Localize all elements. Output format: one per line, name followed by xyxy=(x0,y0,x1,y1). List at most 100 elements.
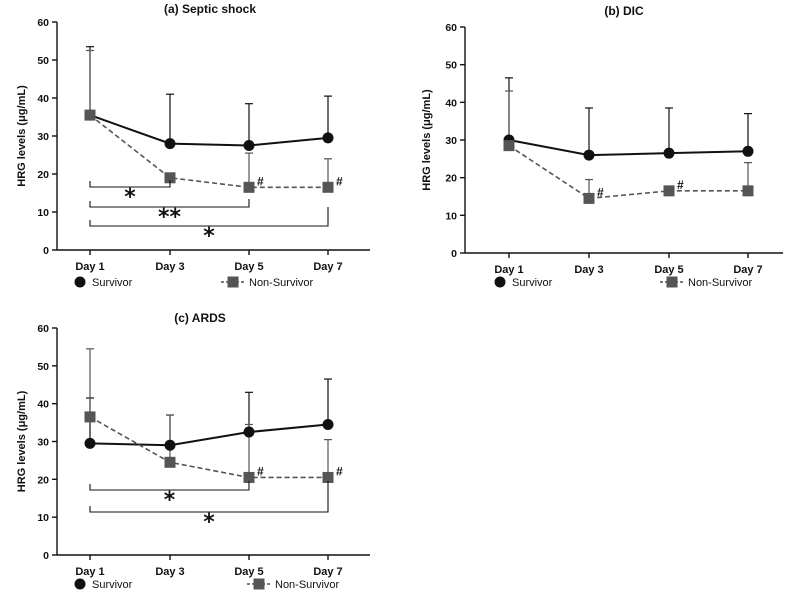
significance-hash: # xyxy=(597,185,604,199)
survivor-point xyxy=(322,418,334,430)
y-tick-label: 60 xyxy=(445,22,457,34)
x-tick-label: Day 5 xyxy=(234,566,263,578)
y-tick-label: 50 xyxy=(37,55,49,67)
significance-bracket xyxy=(89,199,250,208)
survivor-point xyxy=(243,140,255,151)
non-survivor-point xyxy=(164,172,176,184)
significance-label: * xyxy=(203,510,215,535)
survivor-point xyxy=(663,147,675,159)
x-tick-label: Day 7 xyxy=(313,261,342,273)
chart-title: (c) ARDS xyxy=(174,311,226,325)
non-survivor-point xyxy=(243,181,255,193)
legend-survivor-marker xyxy=(494,276,506,288)
y-tick-label: 30 xyxy=(37,437,49,449)
non-survivor-point xyxy=(663,185,675,197)
x-tick-label: Day 3 xyxy=(155,261,184,273)
survivor-point xyxy=(742,145,754,157)
y-tick-label: 0 xyxy=(43,245,49,257)
non-survivor-point xyxy=(243,471,255,483)
chart-panel-a: (a) Septic shock HRG levels (μg/mL) 0 10 20 3… xyxy=(16,2,370,289)
axes xyxy=(52,327,370,560)
significance-bracket xyxy=(89,180,171,188)
legend-non-survivor-label: Non-Survivor xyxy=(275,579,340,591)
significance-label: * xyxy=(164,488,176,513)
y-tick-label: 40 xyxy=(445,97,457,109)
significance-hash: # xyxy=(677,178,684,192)
legend-survivor-marker xyxy=(74,578,86,590)
x-tick-label: Day 1 xyxy=(75,566,104,578)
non-survivor-line xyxy=(89,416,328,479)
y-tick-label: 40 xyxy=(37,399,49,411)
significance-bracket xyxy=(89,207,329,227)
legend-survivor-label: Survivor xyxy=(512,277,553,289)
survivor-line xyxy=(508,139,749,157)
y-tick-label: 20 xyxy=(37,474,49,486)
significance-bracket xyxy=(89,481,329,513)
non-survivor-point xyxy=(583,192,595,204)
survivor-point xyxy=(243,426,255,438)
y-axis-label: HRG levels (μg/mL) xyxy=(16,390,28,492)
non-survivor-point xyxy=(84,411,96,423)
non-survivor-point xyxy=(322,181,334,193)
significance-hash: # xyxy=(336,174,343,188)
survivor-line xyxy=(89,114,329,147)
non-survivor-line xyxy=(89,114,328,189)
axes xyxy=(52,21,370,255)
x-tick-label: Day 7 xyxy=(313,566,342,578)
axes xyxy=(460,26,783,258)
survivor-point xyxy=(322,132,334,144)
non-survivor-point xyxy=(84,109,96,121)
significance-label: * xyxy=(124,185,136,210)
y-tick-label: 10 xyxy=(37,512,49,524)
non-survivor-point xyxy=(742,185,754,197)
x-tick-label: Day 5 xyxy=(234,261,263,273)
y-tick-label: 30 xyxy=(37,131,49,143)
x-tick-label: Day 3 xyxy=(155,566,184,578)
y-tick-label: 20 xyxy=(445,173,457,185)
y-tick-label: 10 xyxy=(37,207,49,219)
legend-survivor-marker xyxy=(74,276,86,288)
y-tick-label: 30 xyxy=(445,135,457,147)
y-tick-label: 60 xyxy=(37,17,49,29)
chart-panel-c: (c) ARDS HRG levels (μg/mL) 0 10 20 30 40 50 60 D… xyxy=(16,311,370,591)
non-survivor-point xyxy=(322,471,334,483)
y-tick-label: 20 xyxy=(37,169,49,181)
significance-bracket xyxy=(89,481,250,491)
x-tick-label: Day 3 xyxy=(574,264,603,276)
legend-survivor-label: Survivor xyxy=(92,579,133,591)
y-tick-label: 0 xyxy=(43,550,49,562)
legend-non-survivor-label: Non-Survivor xyxy=(688,277,753,289)
survivor-point xyxy=(84,437,96,449)
chart-title: (b) DIC xyxy=(604,4,644,18)
y-axis-label: HRG levels (μg/mL) xyxy=(16,85,28,187)
legend: Survivor Non-Survivor xyxy=(74,578,340,591)
y-tick-label: 50 xyxy=(445,60,457,72)
legend-non-survivor-label: Non-Survivor xyxy=(249,277,314,289)
y-tick-label: 0 xyxy=(451,248,457,260)
legend: Survivor Non-Survivor xyxy=(74,276,314,289)
chart-panel-b: (b) DIC HRG levels (μg/mL) 0 10 20 30 40 50 60 Da… xyxy=(421,4,783,289)
survivor-point xyxy=(164,138,176,150)
x-tick-label: Day 1 xyxy=(75,261,104,273)
x-tick-label: Day 1 xyxy=(494,264,523,276)
y-tick-label: 40 xyxy=(37,93,49,105)
legend: Survivor Non-Survivor xyxy=(494,276,753,289)
survivor-point xyxy=(164,439,176,451)
significance-hash: # xyxy=(257,174,264,188)
significance-hash: # xyxy=(336,464,343,478)
significance-label: ** xyxy=(158,205,182,230)
significance-hash: # xyxy=(257,464,264,478)
non-survivor-point xyxy=(164,456,176,468)
survivor-line xyxy=(89,423,329,447)
legend-non-survivor-marker xyxy=(666,276,678,288)
legend-non-survivor-marker xyxy=(253,578,265,590)
y-tick-label: 50 xyxy=(37,361,49,373)
significance-label: * xyxy=(203,224,215,249)
y-tick-label: 60 xyxy=(37,323,49,335)
x-tick-label: Day 7 xyxy=(733,264,762,276)
chart-title: (a) Septic shock xyxy=(164,2,256,16)
y-tick-label: 10 xyxy=(445,210,457,222)
x-tick-label: Day 5 xyxy=(654,264,683,276)
legend-non-survivor-marker xyxy=(227,276,239,288)
